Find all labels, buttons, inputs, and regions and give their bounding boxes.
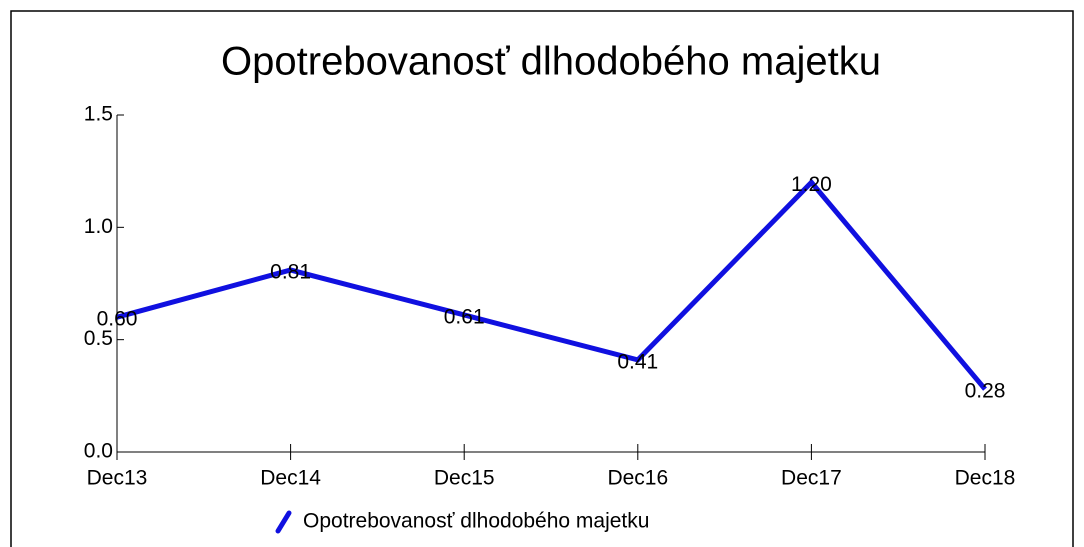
y-tick-label: 1.0 xyxy=(84,215,113,238)
data-label: 0.60 xyxy=(97,308,138,331)
y-tick-label: 0.5 xyxy=(84,327,113,350)
data-label: 0.61 xyxy=(444,306,485,329)
legend-label: Opotrebovanosť dlhodobého majetku xyxy=(303,510,649,533)
chart-frame xyxy=(10,10,1074,547)
y-tick-label: 1.5 xyxy=(84,103,113,126)
data-label: 0.41 xyxy=(617,350,658,373)
data-label: 1.20 xyxy=(791,173,832,196)
x-tick-label: Dec13 xyxy=(87,467,148,490)
x-tick-label: Dec16 xyxy=(607,467,668,490)
x-tick-label: Dec17 xyxy=(781,467,842,490)
data-label: 0.81 xyxy=(270,261,311,284)
series-line xyxy=(116,178,987,391)
data-label: 0.28 xyxy=(965,380,1006,403)
chart-title: Opotrebovanosť dlhodobého majetku xyxy=(221,40,881,84)
x-tick-label: Dec14 xyxy=(260,467,321,490)
y-tick-label: 0.0 xyxy=(84,440,113,463)
x-tick-label: Dec18 xyxy=(955,467,1016,490)
x-tick-label: Dec15 xyxy=(434,467,495,490)
legend-marker xyxy=(275,510,292,534)
